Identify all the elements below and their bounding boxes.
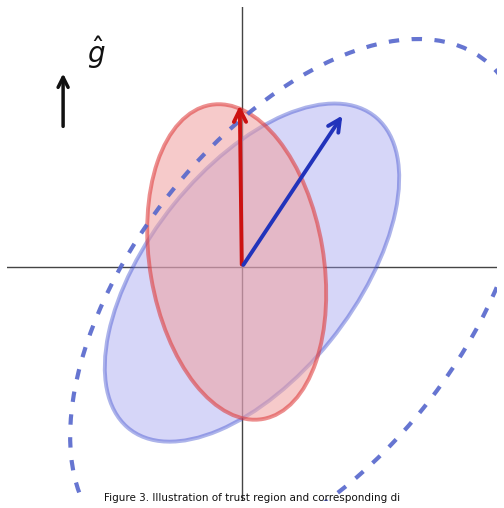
- Ellipse shape: [147, 104, 326, 420]
- Text: $\hat{g}$: $\hat{g}$: [87, 34, 105, 71]
- Text: Figure 3. Illustration of trust region and corresponding di: Figure 3. Illustration of trust region a…: [104, 493, 400, 503]
- Ellipse shape: [105, 104, 399, 441]
